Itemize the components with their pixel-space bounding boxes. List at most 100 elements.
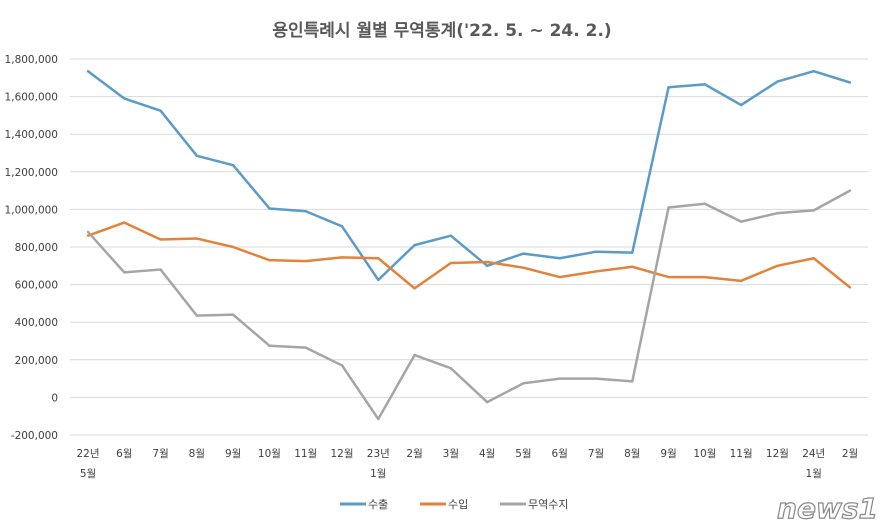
data-point [558,257,561,260]
data-point [667,86,670,89]
x-tick-label: 1월 [806,468,822,480]
data-point [195,314,199,317]
news1-watermark-logo: news1 [777,492,878,523]
data-point [667,275,670,279]
data-point [340,364,344,367]
x-tick-label: 5월 [515,448,531,460]
data-point [485,260,489,264]
data-point [667,206,670,209]
x-tick-label: 12월 [766,448,789,460]
data-point [739,103,743,107]
x-tick-label: 12월 [330,448,353,460]
data-point [739,220,743,223]
data-point [159,238,162,241]
x-tick-label: 8월 [189,448,205,460]
x-tick-label: 23년 [367,448,390,460]
data-point [159,268,162,271]
data-point [304,210,307,213]
data-point [776,211,779,215]
chart-title: 용인특례시 월별 무역통계('22. 5. ~ 24. 2.) [272,21,611,41]
data-point [812,209,815,212]
data-point [703,83,707,86]
y-tick-label: 1,200,000 [5,167,58,179]
x-tick-label: 8월 [624,448,640,460]
data-point [812,70,815,73]
y-tick-label: 400,000 [15,317,58,329]
data-point [304,346,307,349]
data-point [703,275,707,279]
data-point [776,264,779,267]
x-tick-label: 9월 [660,448,676,460]
x-tick-label: 10월 [258,448,281,460]
data-point [558,377,561,380]
x-tick-label: 3월 [443,448,459,460]
x-tick-label: 11월 [294,448,317,460]
data-point [594,377,598,380]
data-point [340,225,344,228]
x-tick-label: 4월 [479,448,495,460]
x-tick-label: 10월 [693,448,716,460]
data-point [86,234,90,237]
y-tick-label: 1,000,000 [5,204,58,216]
data-point [413,353,416,357]
series-line-수출 [87,69,851,282]
x-tick-label: 6월 [552,448,568,460]
y-tick-label: 1,800,000 [5,54,58,66]
data-point [449,234,453,237]
data-point [377,257,380,260]
y-tick-label: -200,000 [11,430,58,442]
x-tick-label: 7월 [152,448,168,460]
data-point [485,400,489,404]
data-point [413,287,416,290]
data-point [449,367,453,370]
x-tick-label: 2월 [842,448,858,460]
data-point [631,265,634,268]
x-tick-label: 7월 [588,448,604,460]
x-tick-label: 2월 [406,448,422,460]
data-point [123,221,126,224]
x-tick-label: 5월 [80,468,96,480]
data-point [485,264,489,267]
x-tick-label: 9월 [225,448,241,460]
data-point [123,97,126,100]
y-tick-label: 200,000 [15,355,58,367]
data-point [377,278,380,282]
legend-label: 무역수지 [528,498,568,511]
data-point [522,266,525,269]
data-point [195,237,199,240]
data-point [848,286,852,289]
y-tick-label: 800,000 [15,242,58,254]
data-point [631,251,634,254]
x-tick-label: 22년 [76,448,99,460]
data-point [340,256,344,259]
data-point [268,258,271,262]
data-point [159,109,162,112]
data-point [377,417,380,421]
data-point [558,275,561,279]
data-point [86,70,90,73]
y-tick-label: 0 [51,392,58,404]
data-point [231,245,235,249]
data-point [268,207,271,210]
data-point [304,259,307,263]
x-tick-label: 11월 [730,448,753,460]
data-point [812,257,815,260]
x-tick-label: 6월 [116,448,132,460]
series-line-수입 [87,221,851,290]
data-point [739,279,743,283]
legend-label: 수출 [368,498,388,511]
data-point [848,189,852,192]
y-tick-label: 600,000 [15,280,58,292]
data-point [268,344,271,347]
data-point [231,313,235,316]
data-point [449,261,453,265]
data-point [594,270,598,273]
data-point [231,164,235,167]
y-tick-label: 1,600,000 [5,92,58,104]
series-line-무역수지 [87,189,851,421]
x-tick-label: 24년 [802,448,825,460]
data-point [123,271,126,274]
data-point [631,380,634,383]
